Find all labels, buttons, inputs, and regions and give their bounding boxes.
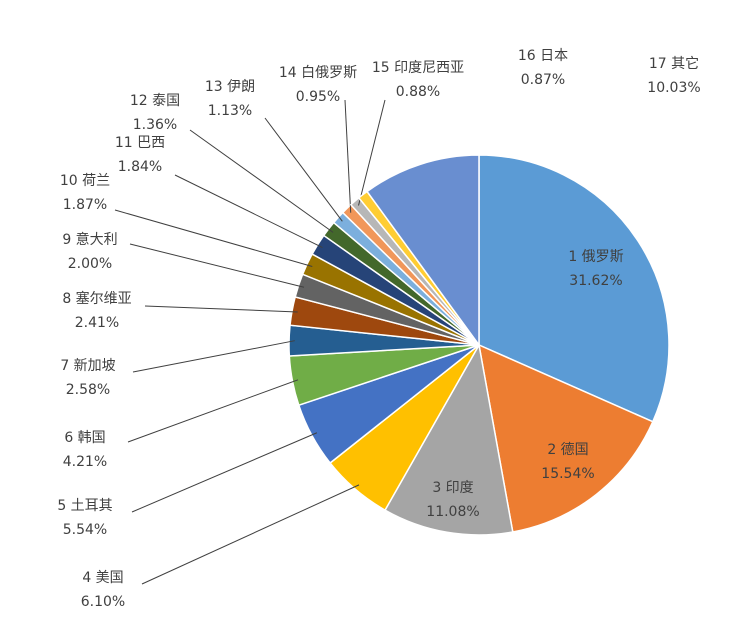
- leader-line: [129, 243, 305, 288]
- leader-line: [174, 174, 323, 249]
- slice-label: 11 巴西: [115, 135, 165, 151]
- leader-line: [132, 340, 295, 373]
- value-label: 31.62%: [569, 273, 622, 289]
- value-label: 6.10%: [81, 594, 125, 610]
- leader-line: [127, 379, 299, 443]
- value-label: 2.00%: [68, 256, 112, 272]
- slice-label: 17 其它: [649, 55, 699, 72]
- slice-label: 5 土耳其: [57, 498, 112, 514]
- leader-line: [358, 99, 386, 206]
- slice-label: 3 印度: [432, 480, 473, 496]
- leader-line: [189, 129, 334, 233]
- value-label: 10.03%: [647, 80, 700, 96]
- slice-label: 1 俄罗斯: [568, 249, 623, 265]
- value-label: 5.54%: [63, 522, 107, 538]
- leader-line: [141, 484, 360, 585]
- value-label: 11.08%: [426, 504, 479, 520]
- slice-label: 15 印度尼西亚: [372, 60, 464, 76]
- slice-label: 6 韩国: [64, 430, 105, 446]
- value-label: 2.41%: [75, 315, 119, 331]
- value-label: 0.95%: [296, 89, 340, 105]
- slice-label: 2 德国: [547, 442, 588, 458]
- slice-label: 9 意大利: [62, 231, 117, 248]
- slice-label: 7 新加坡: [60, 358, 115, 374]
- slice-label: 4 美国: [82, 570, 123, 586]
- leader-line: [264, 117, 343, 222]
- slice-label: 8 塞尔维亚: [62, 290, 131, 307]
- slice-label: 10 荷兰: [60, 173, 110, 189]
- slice-label: 14 白俄罗斯: [279, 65, 357, 81]
- value-label: 0.87%: [521, 72, 565, 88]
- slice-label: 12 泰国: [130, 93, 180, 109]
- value-label: 4.21%: [63, 454, 107, 470]
- leader-line: [131, 432, 318, 513]
- leader-line: [114, 209, 313, 267]
- pie-slice: [478, 154, 670, 423]
- value-label: 1.84%: [118, 159, 162, 175]
- leader-line: [344, 99, 352, 213]
- slice-label: 13 伊朗: [205, 79, 255, 95]
- value-label: 0.88%: [396, 84, 440, 100]
- value-label: 15.54%: [541, 466, 594, 482]
- value-label: 1.36%: [133, 117, 177, 133]
- slice-label: 16 日本: [518, 48, 568, 64]
- value-label: 2.58%: [66, 382, 110, 398]
- leader-line: [144, 305, 298, 313]
- pie-slice: [365, 154, 480, 348]
- pie-slice: [384, 342, 514, 536]
- pie-slice: [478, 343, 654, 533]
- value-label: 1.87%: [63, 197, 107, 213]
- value-label: 1.13%: [208, 103, 252, 119]
